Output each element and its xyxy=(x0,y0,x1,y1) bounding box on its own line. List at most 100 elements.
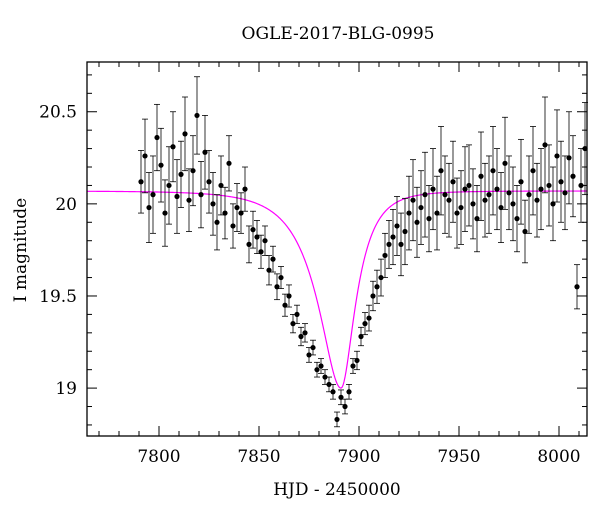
data-point xyxy=(426,216,432,222)
data-point xyxy=(422,192,428,198)
data-point xyxy=(434,210,440,216)
data-point xyxy=(566,155,572,161)
data-point xyxy=(562,190,568,196)
data-point xyxy=(282,302,288,308)
data-point xyxy=(254,234,260,240)
y-tick-label: 19.5 xyxy=(39,287,77,307)
data-point xyxy=(414,219,420,225)
data-point xyxy=(418,204,424,211)
data-point xyxy=(402,228,408,235)
data-point xyxy=(246,241,252,247)
data-point xyxy=(178,171,184,177)
tick-labels: 7800 7850 7900 7950 8000 19 19.5 20 20.5 xyxy=(39,103,580,467)
data-point xyxy=(138,179,144,185)
data-point xyxy=(546,182,552,189)
data-point xyxy=(334,416,340,423)
data-point xyxy=(538,186,544,192)
data-point xyxy=(218,182,224,189)
x-tick-label: 7900 xyxy=(337,447,380,467)
data-point xyxy=(338,394,344,400)
y-tick-label: 19 xyxy=(55,379,77,399)
data-point xyxy=(166,182,172,189)
data-point xyxy=(230,223,236,229)
data-point xyxy=(286,293,292,299)
data-point xyxy=(362,321,368,327)
model-curve xyxy=(86,190,587,389)
data-point xyxy=(222,210,228,216)
model-layer xyxy=(86,190,587,389)
data-point xyxy=(298,333,304,340)
data-point xyxy=(518,179,524,185)
data-point xyxy=(294,311,300,318)
data-point xyxy=(554,153,560,159)
data-point xyxy=(226,160,232,166)
data-point xyxy=(558,179,564,185)
x-tick-label: 7800 xyxy=(137,447,180,467)
data-point xyxy=(374,284,380,290)
data-point xyxy=(314,367,320,373)
data-point xyxy=(198,192,204,198)
data-point xyxy=(510,201,516,207)
data-point xyxy=(182,131,188,137)
y-tick-label: 20 xyxy=(55,195,77,215)
x-tick-label: 8000 xyxy=(537,447,580,467)
data-point xyxy=(326,381,332,388)
data-point xyxy=(162,210,168,216)
data-point xyxy=(458,204,464,211)
data-point xyxy=(202,149,208,155)
data-point xyxy=(174,193,180,200)
data-point xyxy=(206,179,212,185)
data-point xyxy=(342,403,348,410)
data-point xyxy=(582,145,588,152)
data-point xyxy=(274,284,280,290)
x-tick-label: 7950 xyxy=(437,447,480,467)
data-point xyxy=(366,315,372,321)
axis-ticks xyxy=(87,62,587,436)
data-point xyxy=(358,333,364,340)
plot-frame xyxy=(86,61,588,437)
data-point xyxy=(390,234,396,240)
data-point xyxy=(450,179,456,185)
data-point xyxy=(442,192,448,198)
data-point xyxy=(262,238,268,244)
data-point xyxy=(370,293,376,299)
data-point xyxy=(498,204,504,211)
data-point xyxy=(542,142,548,148)
data-point xyxy=(530,168,536,174)
data-point xyxy=(318,363,324,369)
data-point xyxy=(278,274,284,281)
data-point xyxy=(242,186,248,192)
data-point xyxy=(170,144,176,150)
data-point xyxy=(470,201,476,207)
x-tick-label: 7850 xyxy=(237,447,280,467)
data-point xyxy=(534,197,540,203)
data-point xyxy=(514,216,520,222)
data-point xyxy=(382,252,388,259)
data-point xyxy=(454,210,460,216)
x-axis-label: HJD - 2450000 xyxy=(273,480,401,500)
data-point xyxy=(466,182,472,189)
data-point xyxy=(494,186,500,192)
data-point xyxy=(150,192,156,198)
data-point xyxy=(378,274,384,281)
data-point xyxy=(570,173,576,179)
data-point xyxy=(330,389,336,395)
data-point xyxy=(398,241,404,247)
data-point xyxy=(266,267,272,273)
chart-title: OGLE-2017-BLG-0995 xyxy=(242,24,435,44)
data-point xyxy=(526,192,532,198)
data-point xyxy=(574,284,580,290)
data-point xyxy=(194,112,200,119)
data-point xyxy=(350,363,356,369)
data-point xyxy=(474,216,480,222)
data-point xyxy=(394,223,400,229)
data-point xyxy=(158,162,164,168)
data-point xyxy=(502,160,508,166)
data-point xyxy=(190,168,196,174)
data-point xyxy=(354,357,360,364)
data-point xyxy=(290,321,296,327)
data-point xyxy=(238,210,244,216)
data-point xyxy=(478,173,484,179)
data-point xyxy=(302,330,308,336)
data-point xyxy=(214,219,220,225)
